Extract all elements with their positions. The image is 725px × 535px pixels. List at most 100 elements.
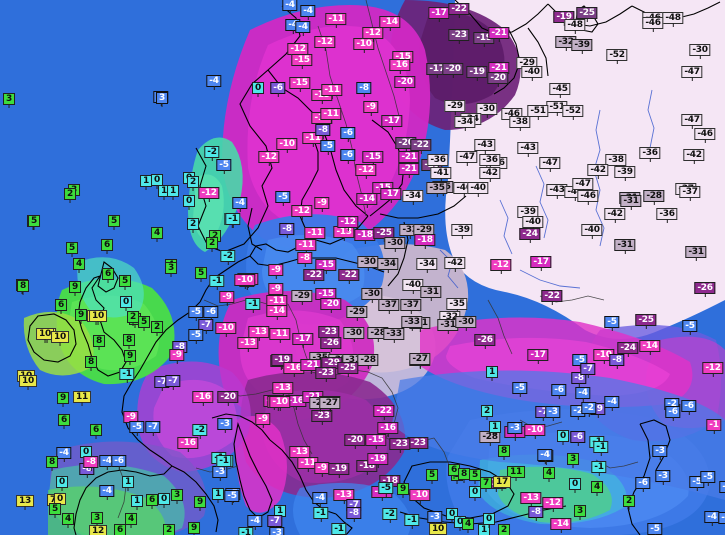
station-temperature-label[interactable]: 2 <box>187 218 199 230</box>
station-temperature-label[interactable]: -3 <box>652 445 668 457</box>
station-temperature-label[interactable]: 8 <box>458 468 470 480</box>
station-temperature-label[interactable]: -39 <box>614 166 636 178</box>
station-temperature-label[interactable]: -42 <box>604 208 626 220</box>
station-temperature-label[interactable]: 2 <box>127 311 139 323</box>
station-temperature-label[interactable]: -6 <box>719 481 725 493</box>
station-temperature-label[interactable]: -22 <box>373 405 395 417</box>
station-temperature-label[interactable]: 4 <box>151 227 163 239</box>
station-temperature-label[interactable]: -12 <box>314 36 336 48</box>
station-temperature-label[interactable]: -5 <box>700 471 716 483</box>
station-temperature-label[interactable]: -6 <box>551 384 567 396</box>
station-temperature-label[interactable]: -48 <box>662 12 684 24</box>
station-temperature-label[interactable]: -4 <box>295 21 311 33</box>
station-temperature-label[interactable]: -4 <box>56 447 72 459</box>
station-temperature-label[interactable]: -12 <box>702 362 724 374</box>
station-temperature-label[interactable]: -13 <box>237 337 259 349</box>
station-temperature-label[interactable]: -6 <box>203 306 219 318</box>
station-temperature-label[interactable]: 5 <box>426 469 438 481</box>
station-temperature-label[interactable]: 1 <box>122 476 134 488</box>
station-temperature-label[interactable]: -14 <box>266 305 288 317</box>
station-temperature-label[interactable]: -40 <box>581 224 603 236</box>
station-temperature-label[interactable]: -16 <box>389 59 411 71</box>
station-temperature-label[interactable]: -30 <box>384 237 406 249</box>
station-temperature-label[interactable]: -36 <box>479 154 501 166</box>
station-temperature-label[interactable]: -4 <box>282 0 298 11</box>
station-temperature-label[interactable]: 6 <box>102 268 114 280</box>
station-temperature-label[interactable]: -36 <box>656 208 678 220</box>
station-temperature-label[interactable]: -39 <box>451 224 473 236</box>
station-temperature-label[interactable]: -47 <box>456 151 478 163</box>
station-temperature-label[interactable]: -4 <box>604 396 620 408</box>
station-temperature-label[interactable]: 4 <box>543 467 555 479</box>
station-temperature-label[interactable]: -11 <box>295 239 317 251</box>
station-temperature-label[interactable]: -42 <box>479 167 501 179</box>
station-temperature-label[interactable]: -30 <box>455 316 477 328</box>
station-temperature-label[interactable]: -4 <box>99 485 115 497</box>
station-temperature-label[interactable]: 9 <box>188 522 200 534</box>
station-temperature-label[interactable]: -29 <box>291 290 313 302</box>
station-temperature-label[interactable]: -5 <box>188 306 204 318</box>
station-temperature-label[interactable]: -6 <box>570 431 586 443</box>
station-temperature-label[interactable]: -34 <box>377 258 399 270</box>
station-temperature-label[interactable]: -5 <box>320 140 336 152</box>
station-temperature-label[interactable]: -12 <box>198 187 220 199</box>
station-temperature-label[interactable]: 0 <box>252 82 264 94</box>
station-temperature-label[interactable]: -45 <box>549 83 571 95</box>
station-temperature-label[interactable]: -16 <box>377 422 399 434</box>
station-temperature-label[interactable]: -20 <box>217 391 239 403</box>
station-temperature-label[interactable]: -25 <box>337 362 359 374</box>
station-temperature-label[interactable]: -25 <box>576 7 598 19</box>
station-temperature-label[interactable]: -10 <box>276 138 298 150</box>
station-temperature-label[interactable]: -42 <box>444 257 466 269</box>
station-temperature-label[interactable]: 1 <box>486 366 498 378</box>
station-temperature-label[interactable]: -4 <box>232 197 248 209</box>
station-temperature-label[interactable]: -52 <box>606 49 628 61</box>
station-temperature-label[interactable]: -19 <box>328 463 350 475</box>
station-temperature-label[interactable]: -1 <box>593 441 609 453</box>
station-temperature-label[interactable]: -37 <box>378 299 400 311</box>
station-temperature-label[interactable]: 5 <box>49 503 61 515</box>
station-temperature-label[interactable]: -30 <box>689 44 711 56</box>
station-temperature-label[interactable]: -10 <box>215 322 237 334</box>
station-temperature-label[interactable]: -2 <box>204 146 220 158</box>
station-temperature-label[interactable]: 9 <box>69 281 81 293</box>
station-temperature-label[interactable]: -15 <box>362 151 384 163</box>
station-temperature-label[interactable]: -21 <box>398 163 420 175</box>
station-temperature-label[interactable]: -52 <box>562 105 584 117</box>
station-temperature-label[interactable]: 10 <box>89 310 107 322</box>
station-temperature-label[interactable]: 6 <box>55 299 67 311</box>
station-temperature-label[interactable]: -43 <box>517 142 539 154</box>
station-temperature-label[interactable]: -6 <box>635 477 651 489</box>
station-temperature-label[interactable]: -21 <box>488 27 510 39</box>
station-temperature-label[interactable]: -38 <box>509 116 531 128</box>
station-temperature-label[interactable]: 13 <box>16 495 34 507</box>
station-temperature-label[interactable]: -30 <box>343 327 365 339</box>
station-temperature-label[interactable]: -20 <box>442 63 464 75</box>
station-temperature-label[interactable]: 4 <box>125 513 137 525</box>
station-temperature-label[interactable]: 8 <box>123 334 135 346</box>
station-temperature-label[interactable]: -11 <box>269 328 291 340</box>
station-temperature-label[interactable]: -4 <box>312 492 328 504</box>
station-temperature-label[interactable]: -3 <box>655 470 671 482</box>
station-temperature-label[interactable]: -1 <box>209 275 225 287</box>
station-temperature-label[interactable]: -19 <box>466 66 488 78</box>
station-temperature-label[interactable]: -17 <box>527 349 549 361</box>
station-temperature-label[interactable]: -6 <box>681 400 697 412</box>
station-temperature-label[interactable]: -3 <box>427 511 443 523</box>
station-temperature-label[interactable]: 7 <box>480 477 492 489</box>
station-temperature-label[interactable]: -1 <box>404 514 420 526</box>
station-temperature-label[interactable]: 4 <box>591 481 603 493</box>
station-temperature-label[interactable]: -2 <box>382 508 398 520</box>
station-temperature-label[interactable]: -17 <box>530 256 552 268</box>
station-temperature-label[interactable]: -11 <box>320 108 342 120</box>
station-temperature-label[interactable]: 2 <box>206 237 218 249</box>
station-temperature-label[interactable]: -43 <box>474 139 496 151</box>
station-temperature-label[interactable]: -40 <box>521 66 543 78</box>
station-temperature-label[interactable]: -9 <box>169 349 185 361</box>
station-temperature-label[interactable]: -7 <box>267 515 283 527</box>
station-temperature-label[interactable]: 5 <box>119 275 131 287</box>
station-temperature-label[interactable]: -5 <box>188 329 204 341</box>
station-temperature-label[interactable]: 9 <box>194 496 206 508</box>
station-temperature-label[interactable]: -47 <box>681 114 703 126</box>
